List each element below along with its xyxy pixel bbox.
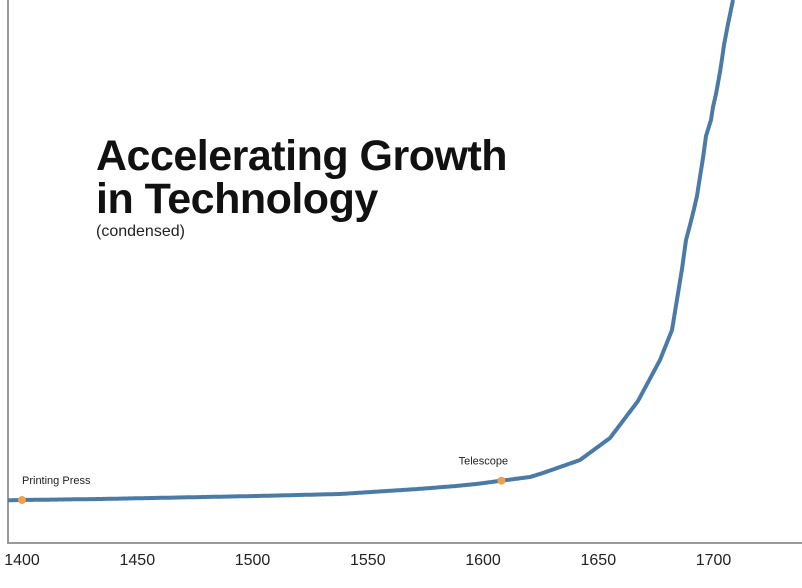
chart-subtitle: (condensed) — [96, 223, 185, 240]
event-point — [18, 496, 26, 504]
chart-title-line-2: in Technology — [96, 175, 378, 223]
event-point — [497, 476, 506, 485]
x-tick-label: 1600 — [465, 552, 501, 569]
x-tick-label: 1650 — [581, 552, 617, 569]
x-tick-label: 1700 — [696, 552, 732, 569]
x-tick-label: 1400 — [4, 552, 40, 569]
chart-title-line-1: Accelerating Growth — [96, 132, 507, 180]
event-label: Printing Press — [22, 475, 91, 487]
x-tick-label: 1500 — [235, 552, 271, 569]
growth-curve — [8, 0, 735, 503]
event-label: Telescope — [459, 456, 509, 468]
x-tick-label: 1550 — [350, 552, 386, 569]
x-tick-label: 1450 — [120, 552, 156, 569]
